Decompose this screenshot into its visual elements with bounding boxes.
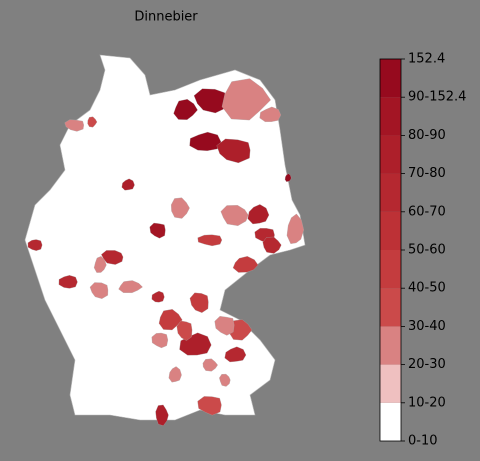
colorbar-band	[380, 250, 401, 289]
colorbar-tick-label: 60-70	[408, 204, 446, 219]
colorbar-band	[380, 173, 401, 212]
colorbar-band	[380, 97, 401, 136]
region	[64, 119, 84, 132]
colorbar-tick-label: 40-50	[408, 281, 446, 296]
region	[224, 346, 247, 363]
region	[232, 256, 259, 273]
region	[155, 404, 169, 426]
region	[220, 205, 249, 226]
region	[171, 197, 190, 219]
region	[149, 222, 166, 239]
region	[168, 366, 182, 383]
map-title: Dinnebier	[134, 10, 198, 25]
region	[176, 320, 193, 341]
region	[262, 236, 282, 254]
colorbar-tick-label: 152.4	[408, 52, 445, 67]
region	[214, 316, 235, 336]
region	[197, 396, 222, 416]
colorbar-band	[380, 59, 401, 98]
region	[58, 275, 78, 289]
colorbar-band	[380, 288, 401, 327]
region	[121, 178, 135, 191]
regions	[27, 78, 304, 426]
region	[27, 239, 43, 251]
colorbar: 0-10 10-20 20-30 30-40 40-50 50-60 60-70 70-80 8…	[379, 52, 466, 449]
region	[189, 292, 209, 313]
colorbar-tick-label: 30-40	[408, 319, 446, 334]
region	[286, 213, 304, 244]
region	[202, 358, 218, 372]
region	[247, 204, 270, 225]
region	[158, 309, 183, 331]
colorbar-tick-label: 50-60	[408, 243, 446, 258]
region	[221, 78, 271, 121]
region	[193, 88, 227, 114]
colorbar-band	[380, 326, 401, 365]
colorbar-tick-label: 80-90	[408, 128, 446, 143]
region	[151, 332, 169, 349]
region	[151, 290, 165, 303]
region	[173, 99, 198, 120]
colorbar-band	[380, 364, 401, 403]
region	[89, 282, 109, 299]
colorbar-tick-label: 70-80	[408, 166, 446, 181]
region	[197, 234, 223, 247]
region	[118, 280, 143, 293]
region	[189, 131, 222, 151]
region	[259, 106, 282, 122]
colorbar-band	[380, 211, 401, 250]
region	[284, 173, 292, 182]
colorbar-tick-label: 20-30	[408, 357, 446, 372]
region	[219, 373, 231, 387]
colorbar-tick-label: 90-152.4	[408, 90, 466, 105]
colorbar-tick-label: 0-10	[408, 434, 438, 449]
region	[216, 138, 251, 164]
colorbar-band	[380, 135, 401, 174]
colorbar-band	[380, 402, 401, 441]
region	[93, 256, 107, 273]
region	[87, 116, 98, 128]
region	[101, 250, 124, 265]
colorbar-tick-label: 10-20	[408, 395, 446, 410]
